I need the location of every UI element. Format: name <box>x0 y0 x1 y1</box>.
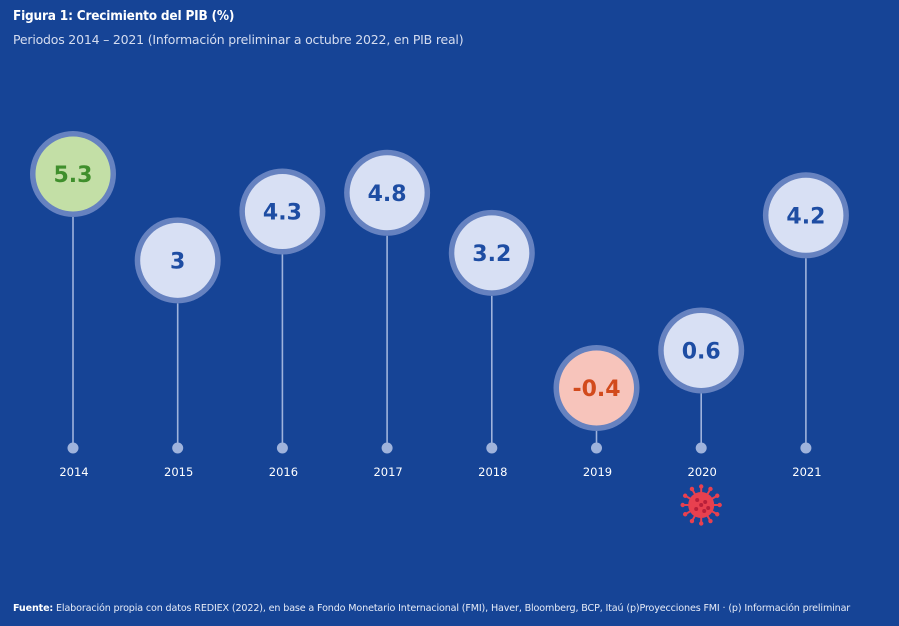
x-tick-label: 2016 <box>269 465 298 479</box>
data-label: 5.3 <box>54 163 93 188</box>
axis-dot <box>800 442 812 454</box>
data-label: 4.3 <box>263 201 302 226</box>
bubble <box>663 312 739 388</box>
data-label: 4.2 <box>786 204 825 229</box>
x-tick-label: 2019 <box>583 465 612 479</box>
bubble <box>140 222 216 298</box>
axis-dot <box>486 442 498 454</box>
bubble <box>768 177 844 253</box>
x-tick-label: 2020 <box>688 465 717 479</box>
x-tick-label: 2015 <box>164 465 193 479</box>
source-note: Fuente: Elaboración propia con datos RED… <box>13 603 850 614</box>
axis-dot <box>172 442 184 454</box>
bubble <box>244 174 320 250</box>
x-tick-label: 2018 <box>478 465 507 479</box>
data-label: -0.4 <box>572 377 620 402</box>
chart-subtitle: Periodos 2014 – 2021 (Información prelim… <box>13 32 464 47</box>
axis-dot <box>381 442 393 454</box>
x-tick-label: 2014 <box>59 465 88 479</box>
virus-icon <box>680 484 722 526</box>
source-label: Fuente: <box>13 603 54 614</box>
bubble <box>35 136 111 212</box>
x-tick-label: 2017 <box>373 465 402 479</box>
axis-dot <box>591 442 602 454</box>
data-label: 4.8 <box>368 182 407 207</box>
bubble <box>454 215 530 291</box>
chart-title: Figura 1: Crecimiento del PIB (%) <box>13 8 235 24</box>
data-label: 3 <box>170 249 185 274</box>
source-text: Elaboración propia con datos REDIEX (202… <box>53 603 851 614</box>
axis-dot <box>276 442 288 454</box>
bubble <box>559 350 634 426</box>
axis-dot <box>67 442 79 454</box>
x-tick-label: 2021 <box>792 465 821 479</box>
data-label: 3.2 <box>472 242 511 267</box>
bubble <box>349 155 425 231</box>
axis-dot <box>695 442 707 454</box>
data-label: 0.6 <box>682 339 721 364</box>
